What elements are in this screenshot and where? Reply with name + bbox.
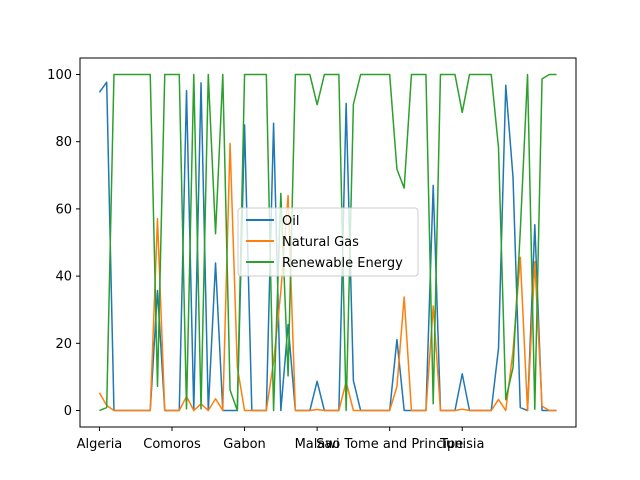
legend: Oil Natural Gas Renewable Energy	[237, 207, 419, 277]
y-tick-label: 20	[55, 337, 72, 352]
y-axis: 0 20 40 60 80 100	[47, 68, 80, 419]
y-tick-label: 100	[47, 68, 72, 83]
legend-box	[237, 207, 419, 277]
x-tick-label: Tunisia	[439, 437, 484, 452]
y-tick-label: 40	[55, 270, 72, 285]
series-lines	[98, 73, 557, 412]
series-line-natural-gas	[98, 142, 557, 412]
x-tick-label: Gabon	[223, 437, 266, 452]
series-line-renewable-energy	[99, 73, 557, 412]
legend-label-renewable-energy: Renewable Energy	[282, 256, 403, 271]
x-tick-label: Malawi	[295, 437, 340, 452]
x-tick-label: Algeria	[77, 437, 123, 452]
x-tick-label: Sao Tome and Principe	[316, 437, 463, 452]
x-tick-label: Comoros	[143, 437, 201, 452]
legend-label-oil: Oil	[282, 214, 299, 229]
y-tick-label: 80	[55, 135, 72, 150]
legend-label-natural-gas: Natural Gas	[282, 235, 359, 250]
y-tick-label: 0	[64, 404, 72, 419]
plot-frame	[79, 57, 577, 428]
y-tick-label: 60	[55, 202, 72, 217]
